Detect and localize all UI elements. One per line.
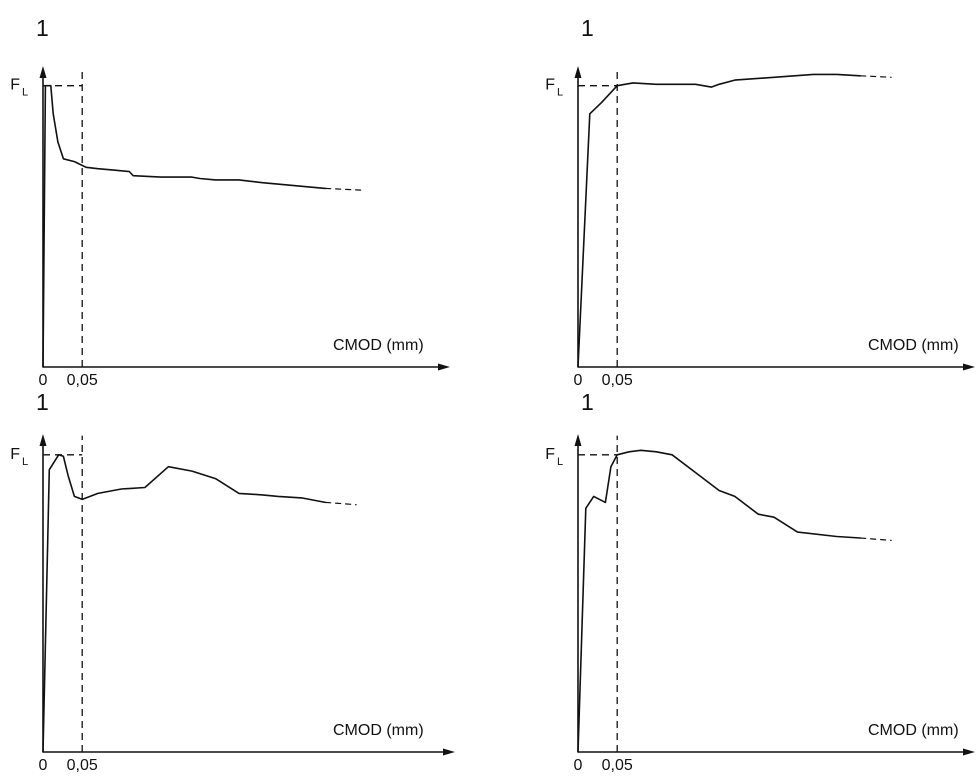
x-axis-title: CMOD (mm) — [333, 722, 424, 739]
load-cmod-curve — [577, 449, 861, 753]
load-cmod-curve — [577, 73, 861, 368]
y-label-main: F — [545, 77, 555, 94]
x-tick-label: 0,05 — [602, 757, 633, 774]
panel-label: 1 — [36, 389, 49, 415]
panel-label: 1 — [581, 15, 594, 41]
y-axis-label: F — [10, 446, 20, 463]
y-label-subscript: L — [22, 87, 28, 99]
x-tick-label: 0 — [574, 757, 583, 774]
x-tick-label: 0 — [39, 372, 48, 389]
y-axis-arrow-icon — [574, 434, 582, 446]
curve-extrapolation — [860, 537, 892, 541]
load-cmod-curve — [42, 454, 326, 753]
y-label-subscript: L — [557, 87, 563, 99]
chart-panel-2: 1 F L CMOD (mm) 0 0,05 — [545, 15, 975, 389]
chart-panel-3: 1 F L CMOD (mm) 0 0,05 — [10, 389, 455, 774]
x-tick-label: 0,05 — [602, 372, 633, 389]
y-label-subscript: L — [22, 456, 28, 468]
x-tick-label: 0 — [574, 372, 583, 389]
y-label-main: F — [10, 446, 20, 463]
y-axis-arrow-icon — [39, 434, 47, 446]
load-cmod-curve — [42, 84, 326, 368]
panel-label: 1 — [36, 15, 49, 41]
y-label-main: F — [10, 77, 20, 94]
x-tick-label: 0 — [39, 757, 48, 774]
x-axis-arrow-icon — [963, 748, 975, 756]
y-axis-label: F — [545, 446, 555, 463]
x-tick-label: 0,05 — [67, 372, 98, 389]
x-axis-title: CMOD (mm) — [333, 337, 424, 354]
x-axis-arrow-icon — [438, 363, 450, 371]
panel-label: 1 — [581, 389, 594, 415]
x-axis-arrow-icon — [443, 748, 455, 756]
chart-panel-4: 1 F L CMOD (mm) 0 0,05 — [545, 389, 975, 774]
y-axis-label: F — [545, 77, 555, 94]
y-axis-label: F — [10, 77, 20, 94]
y-label-main: F — [545, 446, 555, 463]
curve-extrapolation — [325, 187, 365, 191]
y-axis-arrow-icon — [574, 66, 582, 78]
curve-extrapolation — [325, 501, 357, 506]
y-axis-arrow-icon — [39, 66, 47, 78]
curve-extrapolation — [860, 75, 892, 78]
x-axis-title: CMOD (mm) — [868, 337, 959, 354]
x-axis-title: CMOD (mm) — [868, 722, 959, 739]
y-label-subscript: L — [557, 456, 563, 468]
x-axis-arrow-icon — [963, 363, 975, 371]
x-tick-label: 0,05 — [67, 757, 98, 774]
chart-panel-1: 1 F L CMOD (mm) 0 0,05 — [10, 15, 450, 389]
